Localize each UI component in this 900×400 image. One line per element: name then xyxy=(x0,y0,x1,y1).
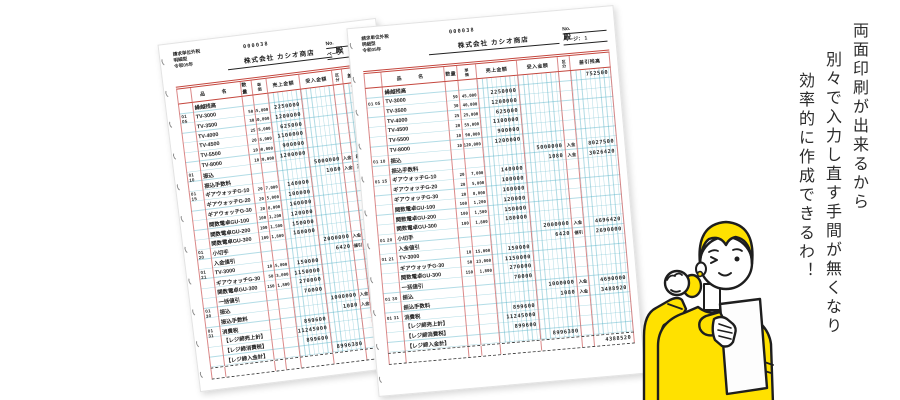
cell-price xyxy=(480,333,501,345)
binder-hole-icon xyxy=(194,337,205,349)
binder-hole-icon xyxy=(164,87,174,99)
caption-line-2: 別々で入力し直す手間が無くなり xyxy=(823,51,840,336)
binder-hole-icon xyxy=(360,173,370,185)
binder-hole-icon xyxy=(354,106,365,118)
binder-hole-icon xyxy=(179,212,190,224)
era-year-label: 令和05年 xyxy=(362,46,382,54)
cell-qty xyxy=(467,334,482,346)
binder-hole-icon xyxy=(369,273,379,285)
binder-hole-icon xyxy=(363,206,373,218)
ledger-sheet-front: 請求単位外税 明細型 令和05年 000038 株式会社 カシオ商店 殿 No.… xyxy=(346,5,646,397)
cell-date xyxy=(210,356,225,368)
total-balance: 4388520 xyxy=(594,332,635,347)
binder-hole-icon xyxy=(198,368,209,380)
eyebrow-right xyxy=(732,248,743,252)
col-unit-price: 単価 xyxy=(457,64,478,81)
cell-price xyxy=(284,346,301,359)
eyebrow-left xyxy=(708,249,719,253)
hair xyxy=(698,220,754,266)
binder-hole-icon xyxy=(160,55,170,67)
cell-date xyxy=(387,341,406,353)
era-year-label: 令和05年 xyxy=(173,61,194,70)
binder-hole-icon xyxy=(366,240,376,251)
caption-line-1: 両面印刷が出来るから xyxy=(850,22,867,212)
binder-hole-icon xyxy=(190,306,201,317)
col-qty: 数量 xyxy=(444,66,459,82)
page-label: ページ： xyxy=(326,49,348,59)
cell-kubun xyxy=(581,325,595,336)
binder-hole-icon xyxy=(377,373,388,385)
binder-hole-icon xyxy=(357,140,367,151)
page-number: 1 xyxy=(584,35,588,42)
total-received xyxy=(541,336,584,351)
binder-hole-icon xyxy=(187,274,197,286)
open-eye xyxy=(734,256,740,262)
binder-hole-icon xyxy=(175,181,186,192)
binder-hole-icon xyxy=(374,340,385,352)
caption-line-3: 効率的に作成できるわ！ xyxy=(796,72,813,281)
binder-hole-icon xyxy=(348,39,359,51)
serial-number: 000038 xyxy=(242,41,270,51)
woman-illustration xyxy=(642,220,775,400)
smile xyxy=(718,272,732,277)
col-unit-price: 単価 xyxy=(251,79,269,95)
serial-number: 000038 xyxy=(448,27,476,36)
binder-hole-icon xyxy=(351,73,362,85)
binder-hole-icon xyxy=(371,306,382,318)
fist xyxy=(663,269,691,297)
binder-hole-icon xyxy=(167,118,178,130)
binder-hole-icon xyxy=(171,149,182,161)
customer-name: 株式会社 カシオ商店 xyxy=(427,30,560,55)
page-label: ページ： xyxy=(563,35,584,44)
binder-hole-icon xyxy=(183,243,193,255)
earring xyxy=(696,270,704,278)
wink-eye xyxy=(710,256,718,264)
caption-text: 両面印刷が出来るから 別々で入力し直す手間が無くなり 効率的に作成できるわ！ xyxy=(791,22,872,378)
